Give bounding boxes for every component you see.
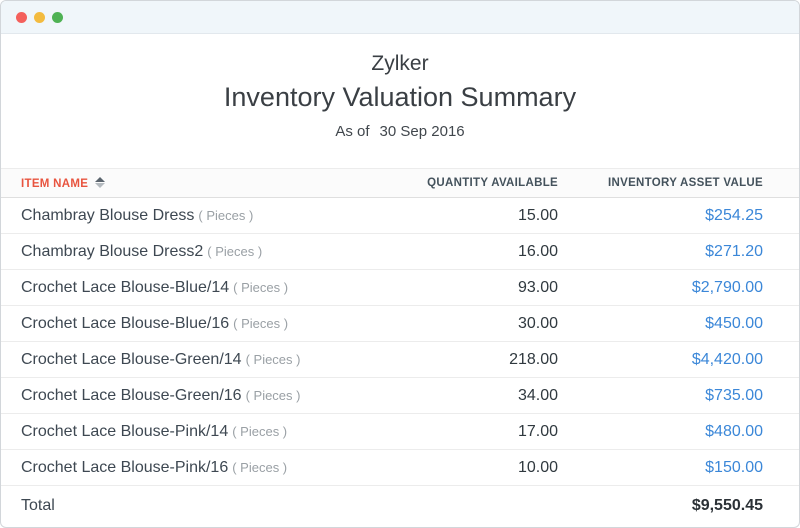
minimize-window-button[interactable] xyxy=(34,11,45,23)
item-unit: ( Pieces ) xyxy=(198,207,254,223)
item-name-cell: Crochet Lace Blouse-Blue/16( Pieces ) xyxy=(1,305,393,342)
item-unit: ( Pieces ) xyxy=(245,387,301,403)
inventory-asset-value-cell: $254.25 xyxy=(558,197,799,234)
inventory-asset-value-cell: $150.00 xyxy=(558,449,799,486)
page-title: Inventory Valuation Summary xyxy=(223,82,577,112)
report-as-of-date: As of 30 Sep 2016 xyxy=(1,122,799,142)
table-row: Crochet Lace Blouse-Blue/16( Pieces ) 30… xyxy=(1,305,799,342)
as-of-date-value: 30 Sep 2016 xyxy=(379,123,465,140)
total-row: Total $9,550.45 xyxy=(1,485,799,526)
item-name: Crochet Lace Blouse-Green/16 xyxy=(21,386,242,404)
table-row: Chambray Blouse Dress2( Pieces ) 16.00 $… xyxy=(1,233,799,270)
item-unit: ( Pieces ) xyxy=(207,243,263,259)
table-row: Crochet Lace Blouse-Pink/14( Pieces ) 17… xyxy=(1,413,799,450)
asset-value-link[interactable]: $450.00 xyxy=(705,314,763,332)
quantity-available-cell: 93.00 xyxy=(393,269,558,306)
table-row: Crochet Lace Blouse-Pink/16( Pieces ) 10… xyxy=(1,449,799,486)
total-label: Total xyxy=(1,485,393,526)
as-of-label: As of xyxy=(335,123,370,140)
item-name: Crochet Lace Blouse-Pink/16 xyxy=(21,458,229,476)
sort-ascending-icon xyxy=(95,176,106,188)
asset-value-link[interactable]: $2,790.00 xyxy=(691,278,763,296)
company-name: Zylker xyxy=(371,52,429,75)
total-value: $9,550.45 xyxy=(558,485,799,526)
item-name-cell: Crochet Lace Blouse-Blue/14( Pieces ) xyxy=(1,269,393,306)
zoom-window-button[interactable] xyxy=(52,11,63,23)
quantity-available-cell: 10.00 xyxy=(393,449,558,486)
asset-value-link[interactable]: $254.25 xyxy=(705,206,763,224)
quantity-available-cell: 30.00 xyxy=(393,305,558,342)
quantity-available-cell: 15.00 xyxy=(393,197,558,234)
column-header-quantity-available[interactable]: QUANTITY AVAILABLE xyxy=(393,168,558,198)
item-name-cell: Crochet Lace Blouse-Green/16( Pieces ) xyxy=(1,377,393,414)
asset-value-link[interactable]: $735.00 xyxy=(705,386,763,404)
column-header-item-name[interactable]: ITEM NAME xyxy=(1,168,393,198)
inventory-asset-value-cell: $271.20 xyxy=(558,233,799,270)
item-name-cell: Crochet Lace Blouse-Pink/16( Pieces ) xyxy=(1,449,393,486)
quantity-available-cell: 34.00 xyxy=(393,377,558,414)
quantity-available-cell: 218.00 xyxy=(393,341,558,378)
table-row: Crochet Lace Blouse-Green/16( Pieces ) 3… xyxy=(1,377,799,414)
item-unit: ( Pieces ) xyxy=(233,279,289,295)
item-unit: ( Pieces ) xyxy=(232,459,288,475)
inventory-asset-value-cell: $2,790.00 xyxy=(558,269,799,306)
asset-value-link[interactable]: $480.00 xyxy=(705,422,763,440)
column-header-inventory-asset-value[interactable]: INVENTORY ASSET VALUE xyxy=(558,168,799,198)
asset-value-link[interactable]: $271.20 xyxy=(705,242,763,260)
inventory-asset-value-cell: $4,420.00 xyxy=(558,341,799,378)
table-row: Crochet Lace Blouse-Green/14( Pieces ) 2… xyxy=(1,341,799,378)
item-name-cell: Crochet Lace Blouse-Pink/14( Pieces ) xyxy=(1,413,393,450)
item-name: Chambray Blouse Dress2 xyxy=(21,242,204,260)
asset-value-link[interactable]: $150.00 xyxy=(705,458,763,476)
asset-value-link[interactable]: $4,420.00 xyxy=(691,350,763,368)
table-row: Chambray Blouse Dress( Pieces ) 15.00 $2… xyxy=(1,197,799,234)
quantity-available-cell: 16.00 xyxy=(393,233,558,270)
item-name-cell: Chambray Blouse Dress( Pieces ) xyxy=(1,197,393,234)
item-name-cell: Crochet Lace Blouse-Green/14( Pieces ) xyxy=(1,341,393,378)
item-name: Crochet Lace Blouse-Blue/14 xyxy=(21,278,230,296)
table-row: Crochet Lace Blouse-Blue/14( Pieces ) 93… xyxy=(1,269,799,306)
inventory-asset-value-cell: $735.00 xyxy=(558,377,799,414)
item-name-cell: Chambray Blouse Dress2( Pieces ) xyxy=(1,233,393,270)
item-unit: ( Pieces ) xyxy=(233,315,289,331)
report-header: Zylker Inventory Valuation Summary As of… xyxy=(1,34,799,142)
window-titlebar xyxy=(1,1,799,34)
item-name: Chambray Blouse Dress xyxy=(21,206,195,224)
item-name: Crochet Lace Blouse-Green/14 xyxy=(21,350,242,368)
item-unit: ( Pieces ) xyxy=(245,351,301,367)
item-unit: ( Pieces ) xyxy=(232,423,288,439)
table-header-row: ITEM NAME QUANTITY AVAILABLE INVENTORY A… xyxy=(1,168,799,198)
close-window-button[interactable] xyxy=(16,11,27,23)
window-controls xyxy=(16,11,63,23)
item-name: Crochet Lace Blouse-Blue/16 xyxy=(21,314,230,332)
quantity-available-cell: 17.00 xyxy=(393,413,558,450)
total-quantity-cell xyxy=(393,485,558,526)
item-name-header-label: ITEM NAME xyxy=(21,177,89,190)
item-name: Crochet Lace Blouse-Pink/14 xyxy=(21,422,229,440)
inventory-valuation-table: ITEM NAME QUANTITY AVAILABLE INVENTORY A… xyxy=(1,168,799,526)
inventory-asset-value-cell: $480.00 xyxy=(558,413,799,450)
inventory-asset-value-cell: $450.00 xyxy=(558,305,799,342)
